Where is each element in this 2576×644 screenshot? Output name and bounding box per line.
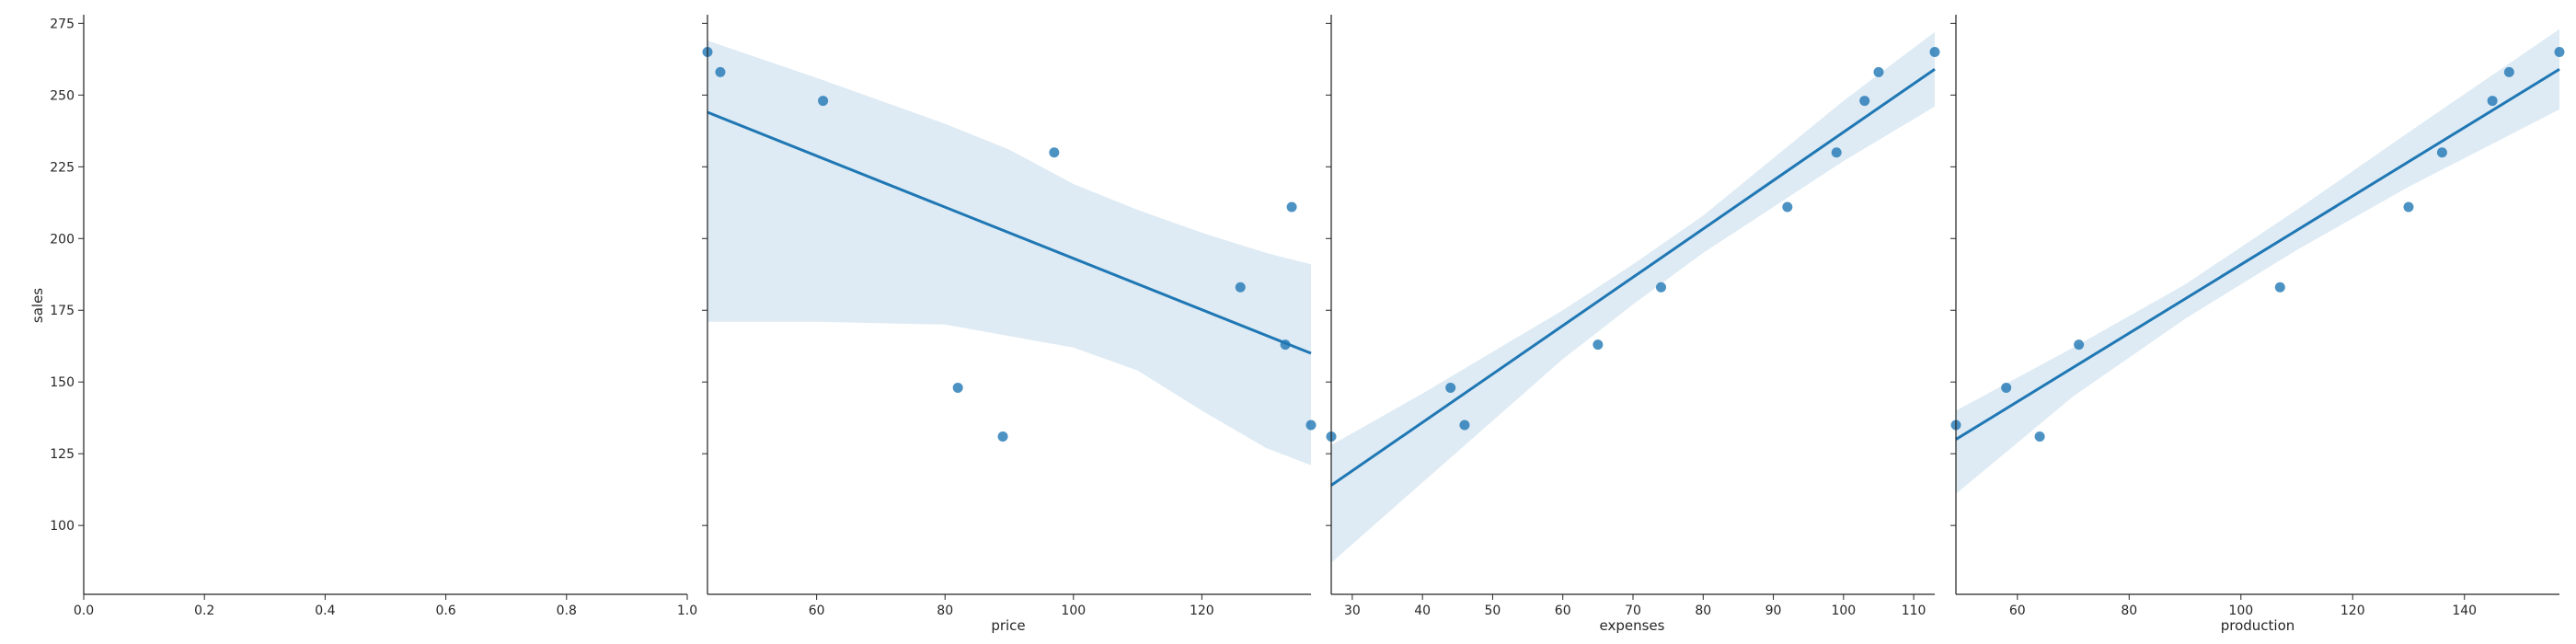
data-point-price-4 xyxy=(997,431,1008,442)
ytick-label-0: 100 xyxy=(50,519,75,534)
regression-line-expenses xyxy=(1330,68,1936,487)
ytick-label-4: 200 xyxy=(50,232,75,247)
ytick-label-2: 150 xyxy=(50,375,75,390)
xtick-label-expenses-0: 30 xyxy=(1344,604,1361,618)
ylabel-sales: sales xyxy=(29,288,46,323)
data-point-expenses-3 xyxy=(1593,339,1604,351)
xtick-label-price-3: 120 xyxy=(1190,604,1214,618)
data-point-price-9 xyxy=(1305,420,1317,431)
xtick-label-empty-1: 0.2 xyxy=(194,604,214,618)
xtick-label-empty-4: 0.8 xyxy=(557,604,577,618)
xtick-label-price-1: 80 xyxy=(937,604,953,618)
data-point-production-7 xyxy=(2487,96,2498,107)
data-point-production-3 xyxy=(2074,339,2085,351)
data-point-production-1 xyxy=(2001,382,2012,393)
data-point-production-8 xyxy=(2503,66,2514,77)
ytick-label-1: 125 xyxy=(50,447,75,462)
data-point-production-5 xyxy=(2403,201,2414,213)
ytick-label-3: 175 xyxy=(50,304,75,318)
xtick-label-production-4: 140 xyxy=(2452,604,2477,618)
data-point-expenses-5 xyxy=(1782,201,1793,213)
data-point-expenses-8 xyxy=(1873,66,1884,77)
ci-band-price xyxy=(707,40,1311,466)
xtick-label-production-0: 60 xyxy=(2009,604,2026,618)
data-point-production-6 xyxy=(2436,147,2447,158)
data-point-production-4 xyxy=(2274,282,2285,293)
xtick-label-expenses-4: 70 xyxy=(1625,604,1641,618)
xlabel-expenses: expenses xyxy=(1600,617,1665,634)
regression-line-price xyxy=(707,110,1312,355)
data-point-price-8 xyxy=(1280,339,1291,351)
ytick-label-5: 225 xyxy=(50,160,75,175)
data-point-expenses-1 xyxy=(1445,382,1456,393)
xtick-label-expenses-1: 40 xyxy=(1414,604,1431,618)
ytick-label-7: 275 xyxy=(50,17,75,31)
xtick-label-empty-5: 1.0 xyxy=(677,604,697,618)
xtick-label-price-2: 100 xyxy=(1061,604,1086,618)
data-point-price-2 xyxy=(818,96,829,107)
xtick-label-expenses-2: 50 xyxy=(1485,604,1501,618)
xtick-label-empty-2: 0.4 xyxy=(315,604,335,618)
xtick-label-expenses-3: 60 xyxy=(1555,604,1571,618)
data-point-expenses-4 xyxy=(1656,282,1667,293)
xtick-label-expenses-8: 110 xyxy=(1902,604,1926,618)
xtick-label-empty-0: 0.0 xyxy=(74,604,94,618)
ytick-label-6: 250 xyxy=(50,88,75,103)
xlabel-production: production xyxy=(2221,617,2295,634)
regression-line-production xyxy=(1955,67,2560,441)
data-point-production-9 xyxy=(2554,47,2565,58)
data-point-price-7 xyxy=(1286,201,1297,213)
xtick-label-expenses-5: 80 xyxy=(1695,604,1711,618)
data-point-production-2 xyxy=(2034,431,2045,442)
panel-empty: 100 125 150 175 200 225 250 275 0.0 0.2 0.4 0.6 0.8 1… xyxy=(50,15,697,618)
data-point-price-3 xyxy=(952,382,963,393)
xtick-label-empty-3: 0.6 xyxy=(435,604,455,618)
xtick-label-production-1: 80 xyxy=(2121,604,2137,618)
ci-band-production xyxy=(1956,29,2559,494)
data-point-price-5 xyxy=(1049,147,1060,158)
xtick-label-price-0: 60 xyxy=(809,604,825,618)
panel-expenses: 30 40 50 60 70 80 90 100 110 xyxy=(1326,15,1940,618)
xtick-label-expenses-6: 90 xyxy=(1765,604,1782,618)
xtick-label-production-2: 100 xyxy=(2228,604,2253,618)
data-point-price-6 xyxy=(1235,282,1246,293)
data-point-expenses-2 xyxy=(1459,420,1470,431)
panel-production: 60 80 100 120 140 xyxy=(1950,15,2565,618)
xtick-label-production-3: 120 xyxy=(2340,604,2365,618)
data-point-price-1 xyxy=(715,66,726,77)
data-point-expenses-9 xyxy=(1929,47,1940,58)
xtick-label-expenses-7: 100 xyxy=(1831,604,1856,618)
xlabel-price: price xyxy=(991,617,1025,634)
panel-price: 60 80 100 120 xyxy=(702,15,1317,618)
ci-band-expenses xyxy=(1331,31,1935,563)
data-point-expenses-6 xyxy=(1831,147,1842,158)
data-point-expenses-7 xyxy=(1859,96,1870,107)
